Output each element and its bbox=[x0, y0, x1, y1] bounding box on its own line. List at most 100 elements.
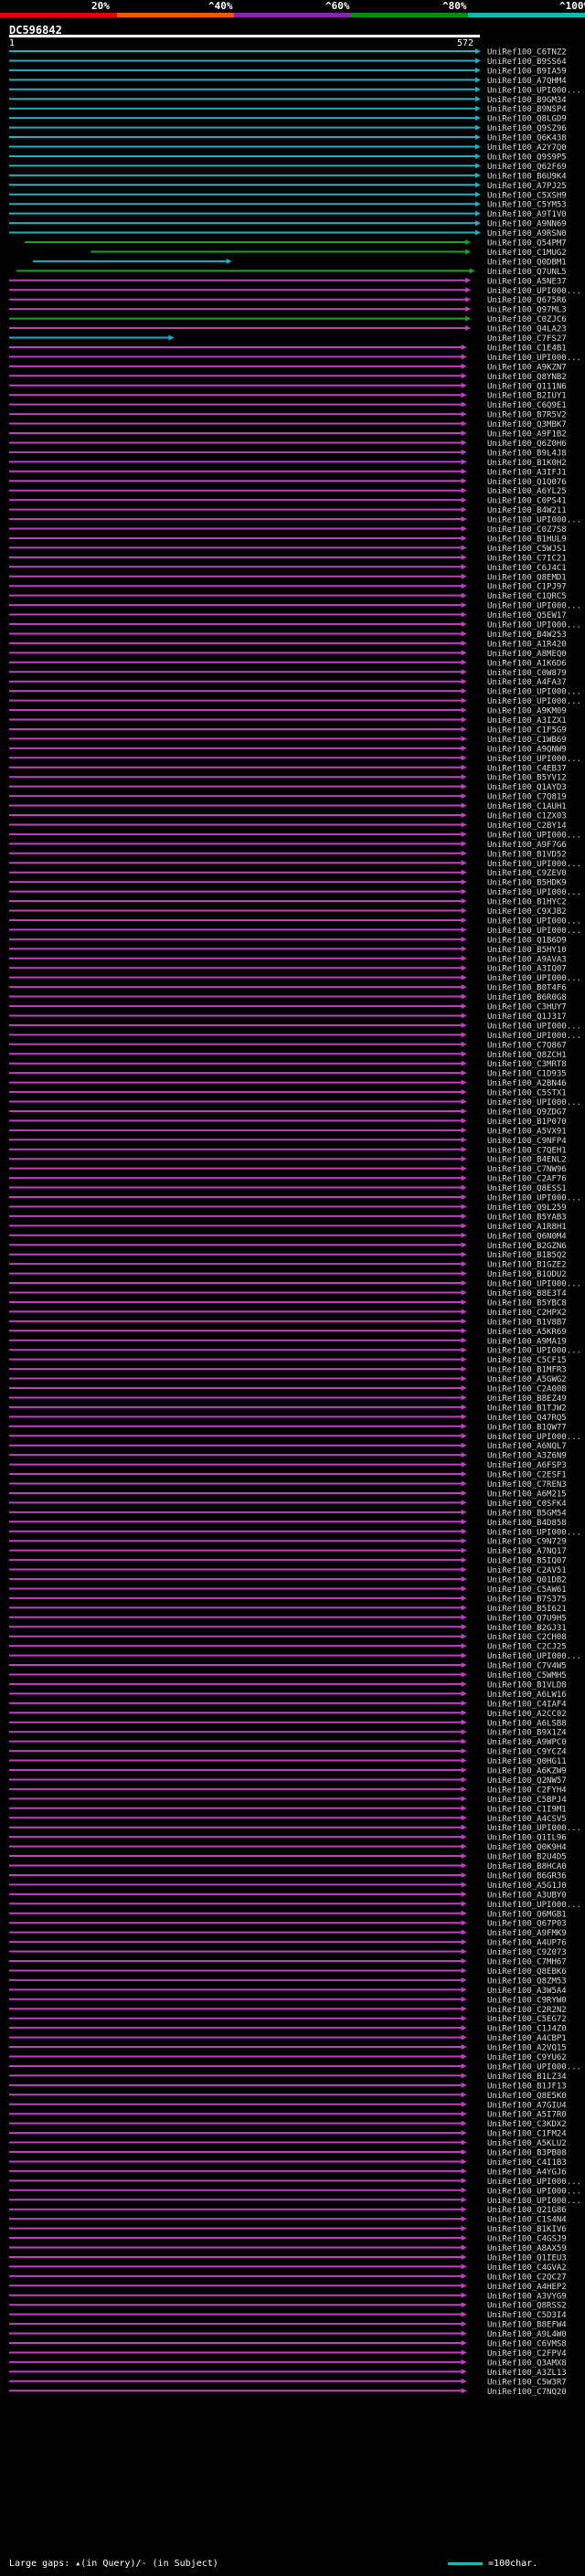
hit-row: UniRef100_C2FPV4 bbox=[9, 2349, 567, 2359]
hit-row: UniRef100_C2HPX2 bbox=[9, 1309, 567, 1318]
hit-label: UniRef100_B2IUY1 bbox=[487, 392, 567, 401]
hit-label: UniRef100_A2BN46 bbox=[487, 1079, 567, 1088]
hit-label: UniRef100_Q6Z0H6 bbox=[487, 440, 567, 449]
hit-label: UniRef100_A6FSP3 bbox=[487, 1461, 567, 1470]
hit-label: UniRef100_C9N729 bbox=[487, 1538, 567, 1547]
hit-label: UniRef100_A6NQL7 bbox=[487, 1442, 567, 1451]
hit-row: UniRef100_A1R8H1 bbox=[9, 1223, 567, 1232]
hit-label: UniRef100_Q4LA23 bbox=[487, 325, 567, 334]
hit-label: UniRef100_B5HY10 bbox=[487, 946, 567, 955]
hit-arrow bbox=[461, 2062, 467, 2069]
hit-label: UniRef100_A9L4W0 bbox=[487, 2330, 567, 2339]
hit-row: UniRef100_A2Y7Q0 bbox=[9, 143, 567, 153]
hit-arrow bbox=[461, 1757, 467, 1764]
hit-label: UniRef100_A2CC02 bbox=[487, 1710, 567, 1719]
hit-arrow bbox=[475, 124, 481, 131]
hit-label: UniRef100_B1K0H2 bbox=[487, 459, 567, 468]
hit-row: UniRef100_Q3AMX8 bbox=[9, 2359, 567, 2368]
hit-label: UniRef100_C1D935 bbox=[487, 1070, 567, 1079]
hit-arrow bbox=[465, 239, 472, 245]
hit-label: UniRef100_C2BY14 bbox=[487, 822, 567, 831]
hit-label: UniRef100_Q8ESS1 bbox=[487, 1184, 567, 1193]
hit-arrow bbox=[465, 249, 472, 255]
hit-arrow bbox=[461, 2168, 467, 2174]
hit-row: UniRef100_A8AX59 bbox=[9, 2244, 567, 2253]
hit-arrow bbox=[168, 334, 175, 341]
hit-arrow bbox=[475, 105, 481, 111]
hit-label: UniRef100_B3PB08 bbox=[487, 2149, 567, 2158]
hit-row: UniRef100_Q54PM7 bbox=[25, 239, 567, 249]
hit-row: UniRef100_A7GIU4 bbox=[9, 2101, 567, 2110]
hit-label: UniRef100_Q7UNL5 bbox=[487, 268, 567, 277]
hit-arrow bbox=[461, 993, 467, 1000]
hit-row: UniRef100_UPI000... bbox=[9, 516, 581, 525]
hit-arrow bbox=[461, 1127, 467, 1133]
hit-row: UniRef100_UPI000... bbox=[9, 1280, 581, 1289]
hit-row: UniRef100_C7V4W5 bbox=[9, 1662, 567, 1671]
hit-label: UniRef100_A2VQ15 bbox=[487, 2044, 567, 2053]
scale-label: ^40% bbox=[208, 0, 233, 12]
hit-label: UniRef100_UPI000... bbox=[487, 1347, 581, 1356]
hit-arrow bbox=[461, 573, 467, 579]
hit-row: UniRef100_B1LZ34 bbox=[9, 2072, 567, 2082]
hit-arrow bbox=[469, 268, 475, 274]
hit-row: UniRef100_Q8YNB2 bbox=[9, 373, 567, 382]
hit-row: UniRef100_UPI000... bbox=[9, 2178, 581, 2187]
hit-arrow bbox=[461, 984, 467, 991]
hit-row: UniRef100_B5YAB3 bbox=[9, 1213, 567, 1222]
hit-label: UniRef100_C5STX1 bbox=[487, 1089, 567, 1098]
hit-row: UniRef100_B1B5Q2 bbox=[9, 1251, 567, 1260]
hit-arrow bbox=[475, 163, 481, 169]
hit-label: UniRef100_B1QDU2 bbox=[487, 1270, 567, 1279]
hit-label: UniRef100_C0PS41 bbox=[487, 497, 567, 506]
hit-arrow bbox=[461, 2025, 467, 2031]
hit-row: UniRef100_C7Q867 bbox=[9, 1041, 567, 1050]
hit-label: UniRef100_B1LZ34 bbox=[487, 2072, 567, 2082]
hit-row: UniRef100_Q67P03 bbox=[9, 1920, 567, 1929]
hit-label: UniRef100_C1ZX03 bbox=[487, 812, 567, 822]
hit-label: UniRef100_B4ENL2 bbox=[487, 1156, 567, 1165]
hit-label: UniRef100_A6LW16 bbox=[487, 1691, 567, 1700]
hit-label: UniRef100_UPI000... bbox=[487, 1901, 581, 1910]
hit-arrow bbox=[461, 736, 467, 742]
hit-row: UniRef100_C2ESF1 bbox=[9, 1471, 567, 1480]
hit-row: UniRef100_B1K0H2 bbox=[9, 459, 567, 468]
hit-label: UniRef100_UPI000... bbox=[487, 927, 581, 936]
scale-label: ^100% bbox=[559, 0, 585, 12]
scale-segment bbox=[468, 13, 585, 17]
hit-arrow bbox=[465, 325, 472, 332]
hit-arrow bbox=[461, 1958, 467, 1964]
hit-label: UniRef100_A5GWG2 bbox=[487, 1375, 567, 1384]
hit-row: UniRef100_C7MH67 bbox=[9, 1958, 567, 1967]
hit-row: UniRef100_C3KDX2 bbox=[9, 2120, 567, 2129]
hit-arrow bbox=[461, 707, 467, 714]
hit-arrow bbox=[461, 2311, 467, 2317]
hit-row: UniRef100_UPI000... bbox=[9, 602, 581, 611]
hit-arrow bbox=[461, 1662, 467, 1669]
hit-row: UniRef100_Q0HG11 bbox=[9, 1757, 567, 1766]
hit-arrow bbox=[461, 354, 467, 360]
hit-arrow bbox=[461, 1175, 467, 1182]
hit-arrow bbox=[461, 373, 467, 379]
hit-arrow bbox=[475, 191, 481, 197]
hit-arrow bbox=[475, 67, 481, 73]
hit-arrow bbox=[475, 201, 481, 207]
hit-arrow bbox=[461, 1414, 467, 1420]
hit-row: UniRef100_Q8EMD1 bbox=[9, 573, 567, 582]
hit-arrow bbox=[461, 888, 467, 895]
hit-arrow bbox=[461, 602, 467, 609]
hit-row: UniRef100_C7FS27 bbox=[9, 334, 567, 344]
hit-arrow bbox=[461, 2321, 467, 2327]
hit-label: UniRef100_B1GZE2 bbox=[487, 1261, 567, 1270]
hit-label: UniRef100_UPI000... bbox=[487, 516, 581, 525]
hit-label: UniRef100_C2HPX2 bbox=[487, 1309, 567, 1318]
hit-label: UniRef100_C1PJ97 bbox=[487, 583, 567, 592]
hit-label: UniRef100_A5I7R0 bbox=[487, 2111, 567, 2120]
hit-label: UniRef100_A5G1J0 bbox=[487, 1882, 567, 1891]
hit-arrow bbox=[461, 1118, 467, 1124]
hit-arrow bbox=[461, 459, 467, 465]
hit-arrow bbox=[461, 1060, 467, 1066]
hit-arrow bbox=[461, 1815, 467, 1821]
hit-label: UniRef100_A9AVA3 bbox=[487, 955, 567, 964]
hit-row: UniRef100_C0ZJC6 bbox=[9, 315, 567, 324]
